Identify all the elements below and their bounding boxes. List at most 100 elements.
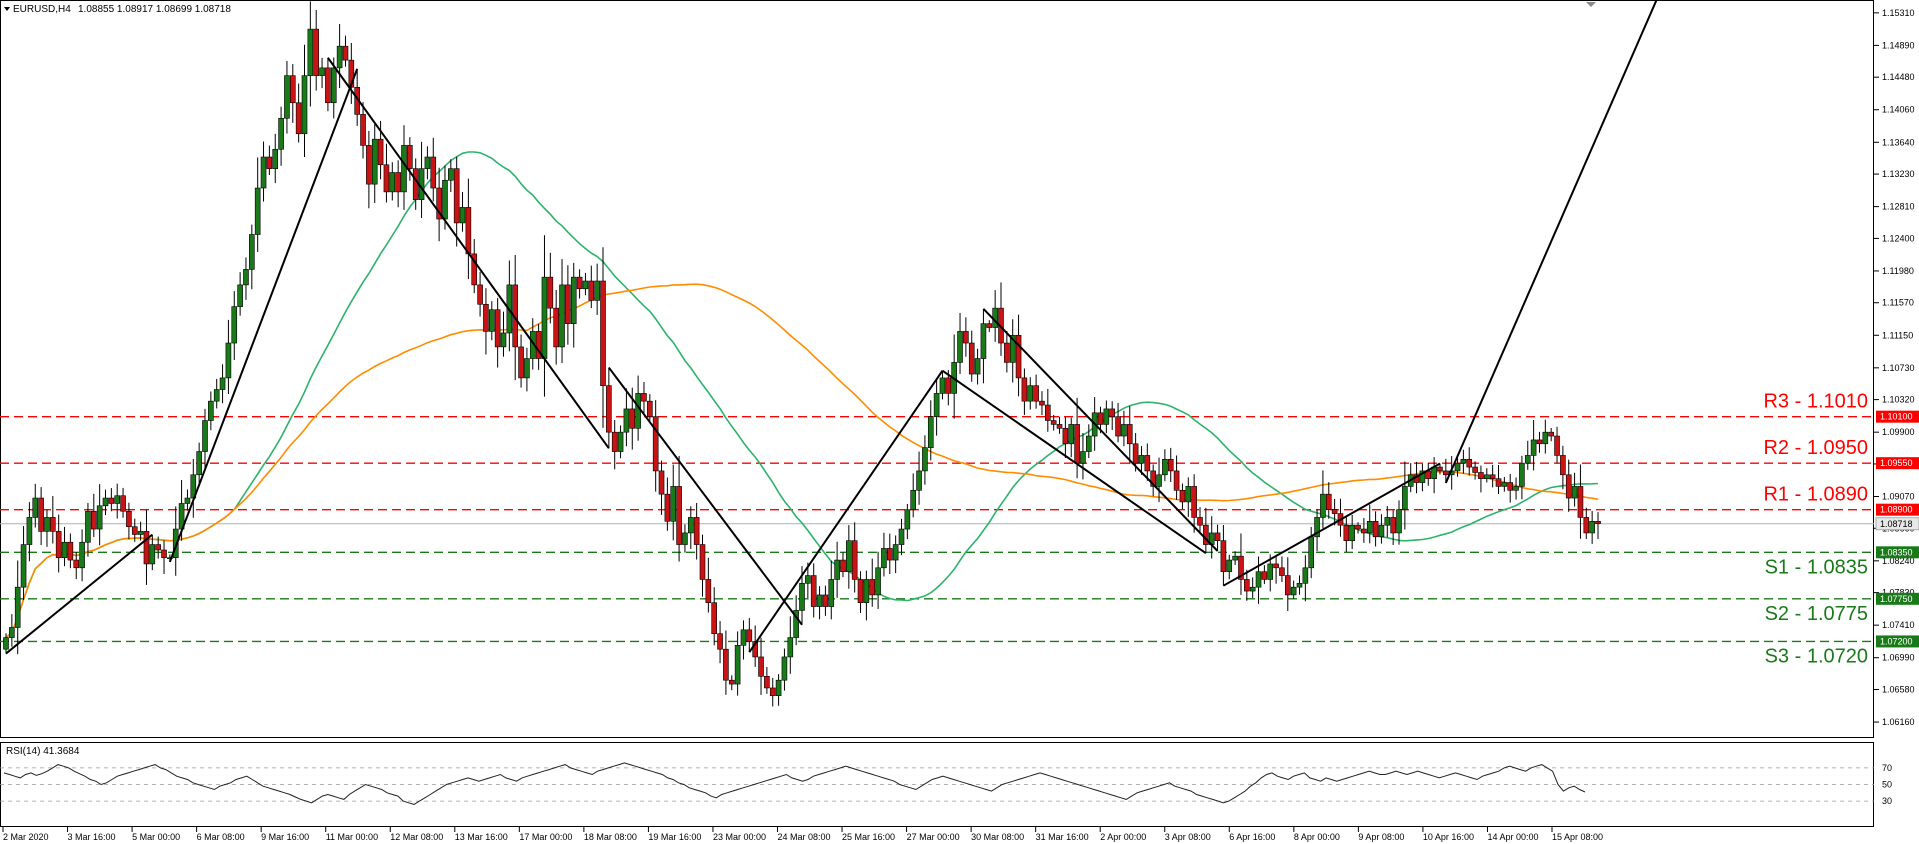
candle-body xyxy=(641,393,647,402)
trendline-2[interactable] xyxy=(168,68,359,563)
candle-body xyxy=(588,280,595,301)
candle xyxy=(963,317,969,357)
time-tick-label: 8 Apr 00:00 xyxy=(1294,832,1340,842)
candle xyxy=(73,552,80,580)
candle xyxy=(196,442,202,483)
candle xyxy=(120,487,126,518)
candle xyxy=(1033,374,1039,409)
candle-body xyxy=(1173,470,1180,491)
candle-body xyxy=(1039,400,1045,406)
candle-body xyxy=(728,679,735,685)
candle-body xyxy=(131,526,138,535)
level-label: R3 - 1.1010 xyxy=(1763,391,1868,413)
candle xyxy=(1279,556,1285,583)
candle-body xyxy=(1565,474,1572,499)
candle xyxy=(775,674,782,706)
price-tick-label: 1.08240 xyxy=(1882,556,1915,566)
candle-body xyxy=(769,687,776,696)
trendline-8[interactable] xyxy=(1222,462,1441,587)
trendline-4[interactable] xyxy=(608,366,803,626)
candle xyxy=(44,509,50,547)
candle xyxy=(55,514,62,573)
price-tags: 1.10100 1.09550 1.08900 1.08350 1.07750 1.072… xyxy=(1875,410,1919,648)
candle xyxy=(1542,419,1549,454)
candle-body xyxy=(1255,571,1262,588)
candle-body xyxy=(377,138,384,166)
candle xyxy=(764,666,770,694)
candle xyxy=(535,323,542,370)
price-tick-label: 1.06990 xyxy=(1882,653,1915,663)
candle xyxy=(1009,319,1016,383)
time-tick-label: 10 Apr 16:00 xyxy=(1423,832,1474,842)
candle xyxy=(781,648,788,691)
candle-body xyxy=(500,332,507,348)
candle xyxy=(453,156,460,247)
rsi-level-label: 30 xyxy=(1882,796,1892,806)
ohlc-readout: 1.08855 1.08917 1.08699 1.08718 xyxy=(78,4,231,15)
candle-body xyxy=(1021,377,1028,402)
candle xyxy=(102,489,109,516)
level-price-tag-text: 1.10100 xyxy=(1880,412,1913,422)
time-tick-label: 14 Apr 00:00 xyxy=(1487,832,1538,842)
candle-body xyxy=(1185,486,1192,503)
trendline-6[interactable] xyxy=(941,369,1207,555)
candle-body xyxy=(1343,524,1350,541)
candle-body xyxy=(330,67,337,104)
candle xyxy=(1419,463,1426,492)
candle xyxy=(617,425,624,459)
candle xyxy=(1361,518,1367,543)
candle xyxy=(1045,388,1051,432)
candle xyxy=(14,560,21,655)
candle xyxy=(1173,455,1180,500)
candle xyxy=(254,157,261,252)
trendline-1[interactable] xyxy=(5,533,153,655)
candle-body xyxy=(137,531,144,535)
candle xyxy=(1179,483,1186,510)
level-price-tag-text: 1.07200 xyxy=(1880,636,1913,646)
trendline-9[interactable] xyxy=(1444,0,1658,484)
candle xyxy=(1472,461,1478,480)
symbol-label: EURUSD,H4 xyxy=(13,4,71,15)
time-tick-label: 12 Mar 08:00 xyxy=(390,832,443,842)
price-tick-label: 1.11570 xyxy=(1882,298,1914,308)
candle-body xyxy=(1126,424,1133,445)
candle-body xyxy=(172,528,179,559)
candle-body xyxy=(1542,431,1549,445)
candle-body xyxy=(307,28,314,76)
price-tick-label: 1.14060 xyxy=(1882,105,1915,115)
level-price-tag-text: 1.08350 xyxy=(1880,547,1913,557)
candle xyxy=(682,524,688,553)
candle xyxy=(822,585,829,616)
menu-triangle-icon[interactable] xyxy=(4,7,10,11)
candle-body xyxy=(1085,435,1092,452)
candle xyxy=(202,408,208,469)
candle-body xyxy=(225,342,232,379)
time-tick-label: 3 Mar 16:00 xyxy=(68,832,116,842)
candle-body xyxy=(559,284,565,348)
candle xyxy=(886,533,893,574)
trendline-7[interactable] xyxy=(982,308,1219,552)
candle xyxy=(1185,477,1192,517)
candle-body xyxy=(73,559,80,569)
shift-marker-icon[interactable] xyxy=(1586,2,1596,7)
candle xyxy=(1126,406,1133,465)
candle xyxy=(758,637,764,695)
candle-body xyxy=(1284,575,1291,596)
candle-body xyxy=(1419,470,1426,483)
rsi-level-label: 50 xyxy=(1882,780,1892,790)
price-tick-label: 1.10730 xyxy=(1882,363,1915,373)
candle-body xyxy=(1296,583,1303,588)
candle xyxy=(834,541,840,598)
trendline-5[interactable] xyxy=(748,370,944,653)
candle xyxy=(371,124,378,204)
candle-body xyxy=(1015,334,1022,379)
candle-body xyxy=(471,253,478,286)
candle xyxy=(1203,507,1209,554)
candle xyxy=(582,272,589,296)
candle xyxy=(600,247,606,428)
trendline-3[interactable] xyxy=(327,57,610,449)
candle-body xyxy=(553,307,559,348)
candle xyxy=(278,106,284,166)
candle xyxy=(1589,511,1595,544)
